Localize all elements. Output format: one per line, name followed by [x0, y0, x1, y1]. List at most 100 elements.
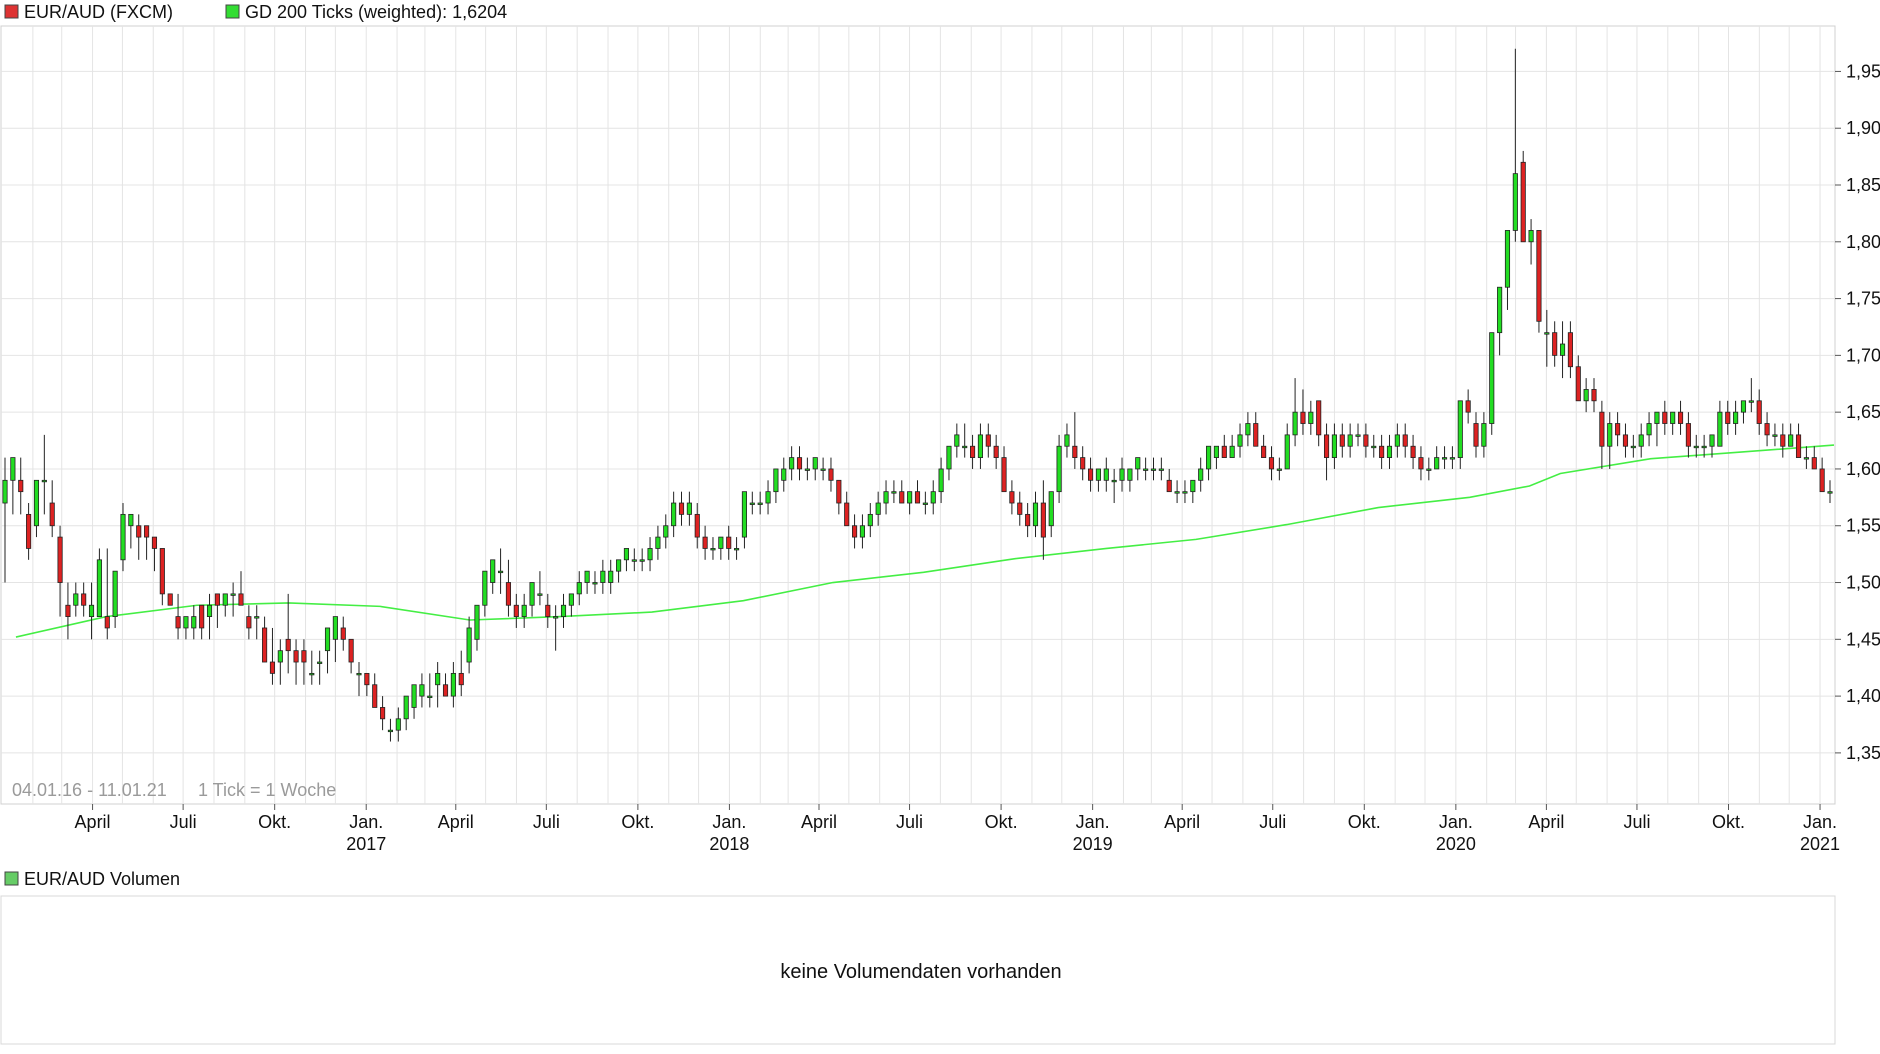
- candle: [560, 593, 567, 628]
- candle: [1733, 400, 1739, 435]
- candle: [1363, 423, 1369, 458]
- candle-body-down: [167, 593, 173, 606]
- candle: [1764, 412, 1770, 447]
- candle-body-down: [1261, 445, 1267, 458]
- candle-body-up: [317, 661, 323, 664]
- candle: [1166, 468, 1172, 493]
- candle-body-up: [1654, 411, 1660, 424]
- candle: [844, 491, 850, 527]
- candle-body-up: [191, 616, 197, 629]
- candle-body-up: [859, 525, 865, 538]
- candle-body-down: [796, 457, 803, 470]
- candle-body-up: [1103, 468, 1109, 481]
- candle-body-up: [1386, 445, 1393, 458]
- candle: [411, 684, 417, 719]
- candle: [1072, 412, 1078, 469]
- candle: [1441, 446, 1448, 469]
- candle: [1292, 378, 1298, 447]
- candle-body-up: [466, 627, 472, 663]
- candle: [741, 491, 747, 549]
- candle-body-down: [970, 445, 976, 458]
- candle-body-up: [1143, 468, 1149, 471]
- candle: [1536, 230, 1542, 333]
- candle: [993, 434, 999, 469]
- candle: [907, 491, 913, 515]
- candle: [474, 604, 480, 651]
- candle-body-down: [246, 616, 252, 629]
- candle: [812, 457, 818, 481]
- candle: [1245, 412, 1251, 447]
- candle-body-up: [498, 570, 504, 574]
- candle-body-down: [380, 707, 386, 720]
- candle: [1481, 412, 1487, 458]
- candle-body-up: [616, 559, 622, 572]
- candle-body-up: [600, 570, 606, 583]
- candle-body-up: [907, 491, 913, 504]
- x-tick-year: 2019: [1073, 834, 1113, 854]
- candle: [324, 627, 331, 674]
- candle: [1127, 468, 1133, 492]
- candle: [175, 593, 181, 640]
- y-tick-label: 1,95: [1846, 61, 1880, 81]
- candle-body-down: [694, 513, 700, 538]
- candle-body-up: [592, 582, 598, 585]
- candle-body-down: [1088, 468, 1094, 481]
- candle-body-up: [647, 548, 653, 561]
- candle-body-down: [285, 638, 291, 652]
- candle-body-down: [1756, 400, 1762, 424]
- candle-body-up: [1064, 434, 1070, 447]
- candle: [246, 605, 252, 640]
- candle-body-up: [977, 434, 983, 458]
- candle: [1677, 400, 1684, 435]
- candle-body-down: [26, 513, 32, 549]
- candle-body-up: [419, 684, 425, 697]
- candle: [1756, 389, 1762, 435]
- candle-body-down: [458, 672, 464, 686]
- candle: [702, 525, 708, 560]
- legend: EUR/AUD (FXCM) GD 200 Ticks (weighted): …: [4, 2, 507, 22]
- candle: [1111, 468, 1117, 504]
- candle: [1135, 457, 1141, 481]
- candle-body-up: [867, 513, 873, 527]
- candle: [686, 491, 692, 526]
- candle-body-down: [545, 604, 551, 617]
- candle-body-up: [1355, 434, 1361, 437]
- grid: [1, 26, 1835, 804]
- candle-body-down: [1339, 434, 1345, 447]
- candle-body-up: [1630, 445, 1636, 449]
- candle-body-down: [1268, 457, 1275, 470]
- candle: [1748, 378, 1754, 413]
- candle-body-down: [1253, 423, 1259, 447]
- candle: [206, 593, 213, 640]
- candle: [364, 672, 370, 697]
- candle-body-down: [1072, 445, 1078, 458]
- candle-body-up: [490, 559, 496, 583]
- candle-body-up: [1119, 468, 1125, 481]
- candle: [309, 650, 315, 685]
- y-tick-label: 1,45: [1846, 629, 1880, 649]
- candle: [1182, 480, 1188, 504]
- candle-body-down: [1795, 434, 1802, 458]
- candle-body-up: [718, 536, 724, 549]
- candle: [380, 696, 386, 731]
- volume-panel: EUR/AUD Volumen keine Volumendaten vorha…: [0, 869, 1836, 1045]
- candle: [1788, 423, 1794, 447]
- candle: [529, 582, 535, 617]
- candle: [387, 718, 394, 742]
- candle: [1701, 434, 1707, 458]
- candle: [616, 559, 622, 583]
- candle: [214, 593, 220, 628]
- candle: [1394, 423, 1400, 458]
- candle: [10, 457, 16, 515]
- candle: [1575, 355, 1581, 402]
- x-tick-label: April: [1164, 812, 1200, 832]
- candle-body-up: [1489, 332, 1495, 424]
- candle: [1717, 400, 1723, 447]
- candle-body-up: [254, 616, 260, 619]
- candle: [1323, 423, 1330, 481]
- candle-body-down: [81, 593, 87, 606]
- candle: [348, 638, 354, 674]
- candle-body-down: [49, 502, 55, 527]
- candle: [490, 559, 496, 594]
